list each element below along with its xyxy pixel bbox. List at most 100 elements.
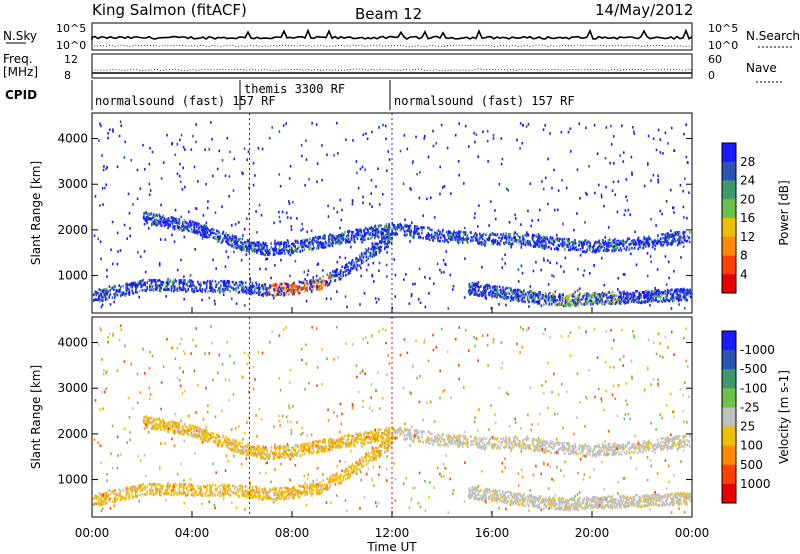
power-cell bbox=[190, 284, 192, 288]
power-cell bbox=[336, 268, 338, 271]
power-cell bbox=[485, 289, 487, 293]
power-cell bbox=[233, 236, 236, 239]
power-cell bbox=[100, 296, 103, 299]
power-cell bbox=[667, 142, 669, 145]
power-cell bbox=[648, 235, 650, 239]
power-cell bbox=[135, 283, 137, 286]
power-cell bbox=[548, 293, 551, 297]
power-cell bbox=[526, 231, 528, 234]
power-cell bbox=[556, 298, 559, 302]
power-cell bbox=[457, 236, 460, 240]
power-cell bbox=[517, 280, 520, 283]
power-cell bbox=[199, 287, 201, 291]
power-cell bbox=[189, 225, 191, 228]
velocity-cell bbox=[308, 486, 311, 490]
power-cell bbox=[614, 193, 617, 196]
power-cell bbox=[624, 296, 627, 300]
power-cell bbox=[679, 297, 681, 300]
power-cell bbox=[621, 297, 623, 301]
power-cell bbox=[459, 230, 461, 234]
power-cell bbox=[236, 284, 239, 288]
power-cell bbox=[665, 200, 668, 203]
power-cell bbox=[301, 245, 303, 249]
power-cell bbox=[108, 296, 110, 299]
power-cell bbox=[188, 285, 191, 288]
power-cell bbox=[596, 248, 598, 252]
velocity-cell bbox=[211, 483, 214, 487]
velocity-cell bbox=[115, 495, 117, 499]
power-cell bbox=[377, 232, 379, 235]
power-cell bbox=[657, 289, 660, 292]
power-cell bbox=[102, 296, 105, 300]
power-cell bbox=[553, 168, 555, 172]
power-cell bbox=[159, 221, 162, 225]
power-cell bbox=[422, 236, 424, 240]
power-cell bbox=[287, 283, 289, 286]
power-cell bbox=[386, 225, 389, 228]
power-cell bbox=[442, 234, 445, 238]
power-cell bbox=[372, 245, 375, 249]
power-cell bbox=[137, 251, 139, 254]
power-cell bbox=[488, 224, 490, 227]
power-cell bbox=[654, 289, 656, 292]
power-cell bbox=[571, 299, 574, 302]
velocity-cell bbox=[249, 484, 252, 488]
power-cell bbox=[590, 294, 593, 297]
power-cell bbox=[417, 298, 420, 301]
power-cell bbox=[492, 238, 494, 242]
power-cell bbox=[107, 136, 109, 140]
power-cell bbox=[593, 294, 596, 298]
power-cell bbox=[615, 247, 618, 251]
colorbar-tick: 12 bbox=[740, 230, 755, 244]
power-cell bbox=[197, 282, 200, 286]
power-cell bbox=[367, 227, 370, 231]
power-cell bbox=[245, 291, 248, 295]
power-cell bbox=[273, 288, 275, 292]
velocity-cell bbox=[263, 495, 265, 498]
power-cell bbox=[471, 236, 473, 239]
power-cell bbox=[491, 291, 494, 295]
power-cell bbox=[269, 249, 271, 253]
power-cell bbox=[458, 122, 460, 125]
power-cell bbox=[274, 264, 276, 267]
power-cell bbox=[577, 248, 579, 251]
power-cell bbox=[290, 290, 292, 294]
power-cell bbox=[168, 217, 171, 221]
power-cell bbox=[483, 285, 485, 289]
power-cell bbox=[185, 290, 187, 293]
power-cell bbox=[519, 288, 521, 292]
velocity-cell bbox=[351, 471, 354, 474]
power-cell bbox=[183, 275, 185, 278]
power-cell bbox=[604, 240, 607, 243]
power-cell bbox=[370, 225, 373, 229]
power-cell bbox=[328, 237, 330, 240]
power-cell bbox=[579, 197, 581, 200]
power-cell bbox=[543, 296, 545, 300]
power-cell bbox=[146, 219, 148, 222]
power-cell bbox=[560, 130, 563, 134]
power-cell bbox=[339, 198, 342, 202]
power-cell bbox=[545, 244, 547, 248]
power-cell bbox=[315, 240, 317, 243]
power-cell bbox=[384, 240, 386, 244]
power-cell bbox=[314, 235, 317, 239]
power-cell bbox=[566, 245, 568, 248]
power-cell bbox=[666, 243, 669, 247]
power-cell bbox=[306, 245, 309, 248]
power-cell bbox=[587, 296, 589, 299]
power-cell bbox=[371, 235, 373, 239]
power-cell bbox=[509, 296, 512, 299]
power-cell bbox=[154, 222, 157, 225]
power-cell bbox=[101, 187, 104, 190]
power-cell bbox=[498, 242, 500, 245]
power-cell bbox=[676, 231, 679, 234]
velocity-cell bbox=[306, 493, 309, 496]
power-cell bbox=[532, 240, 535, 243]
power-cell bbox=[584, 300, 587, 303]
velocity-cell bbox=[355, 471, 357, 474]
velocity-cell bbox=[340, 473, 342, 476]
power-cell bbox=[105, 287, 108, 291]
power-cell bbox=[181, 288, 183, 292]
power-cell bbox=[308, 244, 311, 247]
power-cell bbox=[160, 177, 163, 180]
